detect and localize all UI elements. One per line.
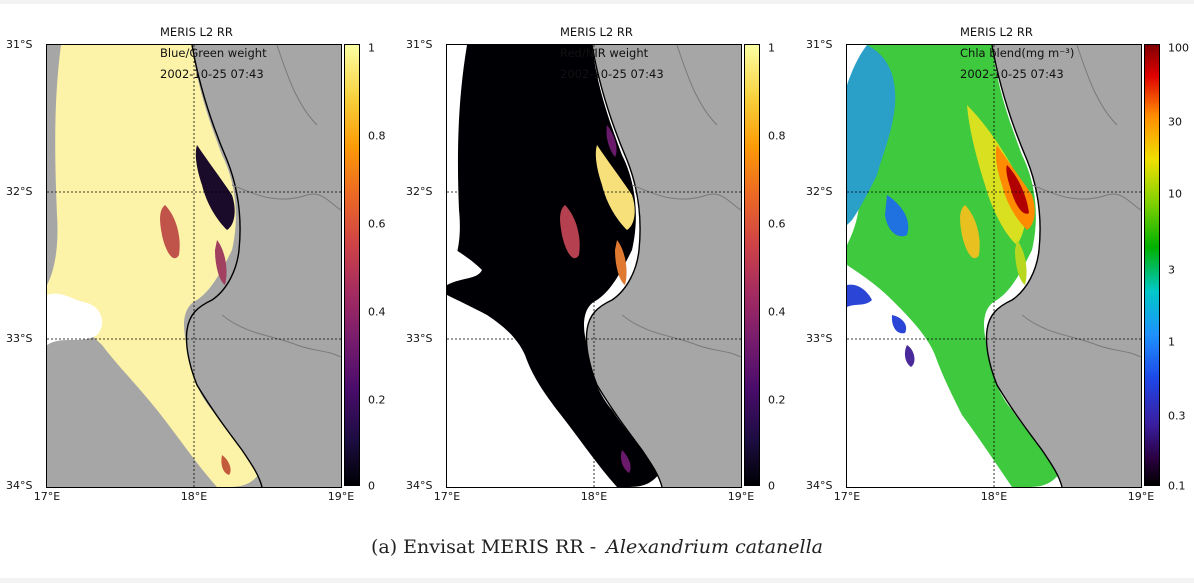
colorbar-tick: 0.2 bbox=[368, 393, 386, 407]
lat-tick: 34°S bbox=[6, 479, 33, 492]
map-image bbox=[47, 45, 341, 487]
label-line: Chla blend(mg m⁻³) bbox=[960, 46, 1075, 60]
map-image bbox=[847, 45, 1141, 487]
lat-tick: 33°S bbox=[806, 332, 833, 345]
caption-species: Alexandrium catanella bbox=[606, 536, 823, 558]
map-panel-chla: MERIS L2 RR Chla blend(mg m⁻³) 2002-10-2… bbox=[800, 4, 1194, 524]
lat-tick: 32°S bbox=[806, 185, 833, 198]
colorbar-tick: 1 bbox=[368, 41, 375, 55]
label-line: Red/NIR weight bbox=[560, 46, 649, 60]
colorbar-tick: 0.1 bbox=[1168, 479, 1186, 493]
high-weight-patch bbox=[595, 145, 635, 230]
lon-tick: 17°E bbox=[833, 490, 861, 503]
lat-tick: 32°S bbox=[406, 185, 433, 198]
water-region bbox=[847, 45, 1062, 487]
lon-tick: 18°E bbox=[180, 490, 208, 503]
label-line: MERIS L2 RR bbox=[160, 25, 233, 39]
lon-tick: 18°E bbox=[980, 490, 1008, 503]
lon-tick: 18°E bbox=[580, 490, 608, 503]
lat-tick: 31°S bbox=[6, 38, 33, 51]
map-frame bbox=[846, 44, 1142, 488]
lat-tick: 31°S bbox=[406, 38, 433, 51]
colorbar-tick: 10 bbox=[1168, 187, 1182, 201]
colorbar bbox=[344, 44, 360, 486]
colorbar-tick: 0.8 bbox=[768, 129, 786, 143]
label-line: MERIS L2 RR bbox=[560, 25, 633, 39]
map-frame bbox=[446, 44, 742, 488]
lat-tick: 33°S bbox=[6, 332, 33, 345]
colorbar-tick: 0.6 bbox=[768, 217, 786, 231]
coastline bbox=[185, 45, 263, 487]
colorbar-tick: 30 bbox=[1168, 115, 1182, 129]
map-panel-red-nir: MERIS L2 RR Red/NIR weight 2002-10-25 07… bbox=[400, 4, 800, 524]
colorbar-tick: 0 bbox=[768, 479, 775, 493]
lat-tick: 32°S bbox=[6, 185, 33, 198]
map-frame bbox=[46, 44, 342, 488]
colorbar-tick: 0.2 bbox=[768, 393, 786, 407]
colorbar-tick: 0.8 bbox=[368, 129, 386, 143]
lat-tick: 33°S bbox=[406, 332, 433, 345]
label-line: 2002-10-25 07:43 bbox=[160, 67, 264, 81]
map-image bbox=[447, 45, 741, 487]
label-line: 2002-10-25 07:43 bbox=[960, 67, 1064, 81]
map-title: MERIS L2 RR Chla blend(mg m⁻³) 2002-10-2… bbox=[960, 22, 1074, 85]
coastline bbox=[585, 45, 663, 487]
colorbar-tick: 1 bbox=[1168, 335, 1175, 349]
label-line: MERIS L2 RR bbox=[960, 25, 1033, 39]
colorbar-tick: 100 bbox=[1168, 41, 1189, 55]
lat-tick: 34°S bbox=[406, 479, 433, 492]
caption-prefix: (a) Envisat MERIS RR - bbox=[370, 536, 603, 558]
map-panel-blue-green: MERIS L2 RR Blue/Green weight 2002-10-25… bbox=[0, 4, 400, 524]
colorbar bbox=[1144, 44, 1160, 486]
lat-tick: 34°S bbox=[806, 479, 833, 492]
lon-tick: 17°E bbox=[433, 490, 461, 503]
colorbar-tick: 0 bbox=[368, 479, 375, 493]
map-title: MERIS L2 RR Blue/Green weight 2002-10-25… bbox=[160, 22, 267, 85]
colorbar-tick: 1 bbox=[768, 41, 775, 55]
low-weight-patch bbox=[195, 145, 235, 230]
lat-tick: 31°S bbox=[806, 38, 833, 51]
colorbar-tick: 0.4 bbox=[368, 305, 386, 319]
figure-caption: (a) Envisat MERIS RR - Alexandrium catan… bbox=[0, 536, 1194, 558]
high-chla-patch bbox=[1006, 165, 1029, 214]
colorbar-tick: 0.3 bbox=[1168, 409, 1186, 423]
coastline bbox=[985, 45, 1063, 487]
map-title: MERIS L2 RR Red/NIR weight 2002-10-25 07… bbox=[560, 22, 664, 85]
label-line: Blue/Green weight bbox=[160, 46, 267, 60]
label-line: 2002-10-25 07:43 bbox=[560, 67, 664, 81]
lon-tick: 19°E bbox=[1127, 490, 1155, 503]
water-region bbox=[47, 45, 262, 487]
colorbar-tick: 0.6 bbox=[368, 217, 386, 231]
lon-tick: 17°E bbox=[33, 490, 61, 503]
figure: MERIS L2 RR Blue/Green weight 2002-10-25… bbox=[0, 4, 1194, 578]
lon-tick: 19°E bbox=[327, 490, 355, 503]
colorbar bbox=[744, 44, 760, 486]
colorbar-tick: 0.4 bbox=[768, 305, 786, 319]
colorbar-tick: 3 bbox=[1168, 263, 1175, 277]
lon-tick: 19°E bbox=[727, 490, 755, 503]
water-region bbox=[447, 45, 662, 487]
